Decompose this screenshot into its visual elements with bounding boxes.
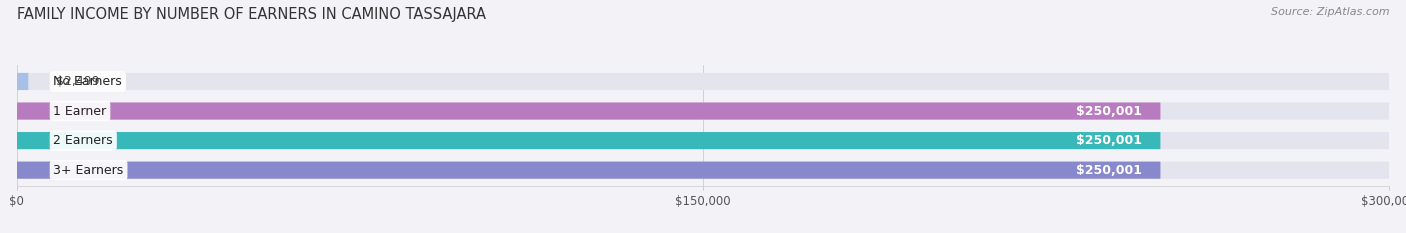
FancyBboxPatch shape: [17, 73, 1389, 90]
Text: FAMILY INCOME BY NUMBER OF EARNERS IN CAMINO TASSAJARA: FAMILY INCOME BY NUMBER OF EARNERS IN CA…: [17, 7, 486, 22]
Text: $250,001: $250,001: [1076, 164, 1142, 177]
FancyBboxPatch shape: [17, 132, 1389, 149]
FancyBboxPatch shape: [17, 103, 1160, 120]
Text: 1 Earner: 1 Earner: [53, 105, 107, 117]
Text: No Earners: No Earners: [53, 75, 122, 88]
FancyBboxPatch shape: [17, 103, 1389, 120]
FancyBboxPatch shape: [17, 161, 1389, 179]
Text: $250,001: $250,001: [1076, 134, 1142, 147]
Text: $250,001: $250,001: [1076, 105, 1142, 117]
FancyBboxPatch shape: [17, 161, 1160, 179]
Text: 3+ Earners: 3+ Earners: [53, 164, 124, 177]
Text: $2,499: $2,499: [56, 75, 100, 88]
Text: Source: ZipAtlas.com: Source: ZipAtlas.com: [1271, 7, 1389, 17]
FancyBboxPatch shape: [17, 132, 1160, 149]
Text: 2 Earners: 2 Earners: [53, 134, 112, 147]
FancyBboxPatch shape: [17, 73, 28, 90]
